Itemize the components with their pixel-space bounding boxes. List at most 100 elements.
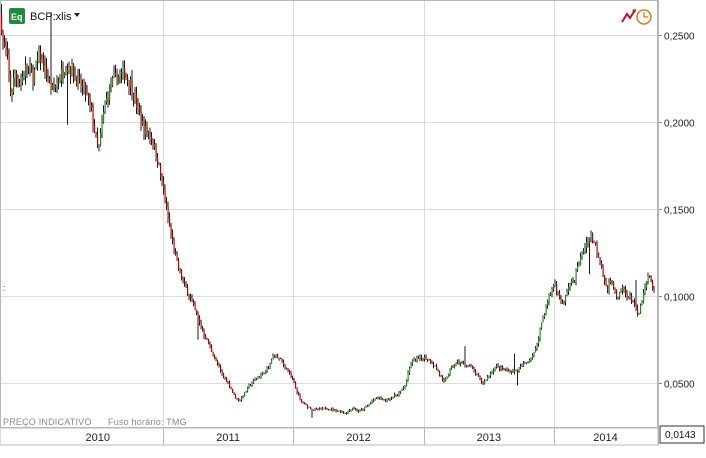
candle — [356, 408, 358, 412]
x-tick-label: 2011 — [216, 432, 240, 444]
candle — [343, 411, 345, 414]
symbol-selector[interactable]: Eq BCP:xlis — [9, 8, 80, 24]
candle — [290, 370, 292, 379]
candle — [94, 119, 96, 134]
candle — [188, 293, 190, 301]
candle — [445, 377, 447, 382]
y-tick-label: 0,0500 — [664, 380, 695, 391]
candle — [242, 395, 244, 399]
candle — [11, 88, 13, 102]
candle — [401, 388, 403, 391]
candle — [97, 127, 99, 149]
candle — [164, 184, 166, 204]
candle — [254, 377, 256, 382]
candle — [619, 291, 621, 300]
candle — [644, 283, 646, 296]
candle — [206, 337, 208, 341]
candle — [326, 407, 328, 410]
candle — [520, 363, 522, 370]
candle — [628, 296, 630, 299]
candle — [403, 386, 405, 391]
candle — [98, 144, 100, 152]
candle — [362, 408, 364, 412]
equity-badge-label: Eq — [11, 12, 23, 22]
candle — [398, 390, 400, 397]
candle — [281, 358, 283, 363]
candle — [14, 69, 16, 87]
candle — [205, 334, 207, 340]
candle — [269, 362, 271, 370]
candle — [464, 346, 466, 368]
candle — [286, 367, 288, 370]
candle — [548, 293, 550, 306]
candle — [259, 375, 261, 379]
candle — [194, 301, 196, 311]
candle — [235, 393, 237, 399]
candle — [601, 260, 603, 269]
candle — [10, 70, 12, 97]
candle — [92, 102, 94, 133]
candle — [482, 381, 484, 386]
caret-down-icon[interactable] — [74, 13, 80, 17]
candle — [340, 410, 342, 414]
candle — [353, 406, 355, 410]
candle — [568, 282, 570, 296]
candle — [431, 360, 433, 365]
candle — [110, 77, 112, 93]
candle — [565, 295, 567, 306]
candle — [413, 357, 415, 362]
candle — [179, 267, 181, 274]
candle — [32, 64, 34, 91]
candle — [262, 371, 264, 376]
candle — [566, 288, 568, 297]
candle — [410, 361, 412, 369]
candle — [364, 407, 366, 412]
candle — [244, 392, 246, 397]
candle — [457, 359, 459, 365]
candle — [223, 372, 225, 379]
left-edge-marker: : — [3, 283, 6, 293]
x-tick-group: 2010 2011 2012 2013 2014 — [86, 428, 618, 445]
x-tick-label: 2014 — [593, 432, 617, 444]
candle — [239, 399, 241, 402]
candle — [128, 80, 130, 96]
candle — [571, 278, 573, 286]
candle — [178, 257, 180, 272]
chart-type-icon[interactable] — [621, 9, 636, 23]
candle — [365, 405, 367, 408]
candle — [272, 353, 274, 360]
candle — [71, 58, 73, 77]
candle — [284, 364, 286, 370]
candle — [370, 401, 372, 405]
candle — [68, 61, 70, 75]
candle — [199, 315, 201, 326]
candle — [544, 313, 546, 319]
candle — [58, 77, 60, 90]
candle — [59, 73, 61, 84]
candle — [418, 355, 420, 360]
candle — [241, 396, 243, 402]
candle — [578, 261, 580, 267]
candle — [202, 325, 204, 332]
candle — [121, 68, 123, 84]
candle — [554, 279, 556, 288]
x-axis-band — [0, 427, 659, 446]
candle — [527, 361, 529, 364]
candle — [449, 368, 451, 377]
candle — [118, 74, 120, 85]
candle — [122, 60, 124, 80]
candle — [368, 403, 370, 407]
candle — [569, 282, 571, 291]
candle — [173, 237, 175, 255]
x-axis: 2010 2011 2012 2013 2014 — [0, 427, 659, 446]
candle — [358, 409, 360, 413]
candle — [502, 365, 504, 371]
candle — [214, 354, 216, 360]
candle — [424, 354, 426, 362]
clock-icon[interactable] — [636, 9, 652, 25]
candle — [440, 374, 442, 378]
candle — [487, 374, 489, 381]
candle — [160, 162, 162, 181]
candle — [514, 353, 516, 375]
